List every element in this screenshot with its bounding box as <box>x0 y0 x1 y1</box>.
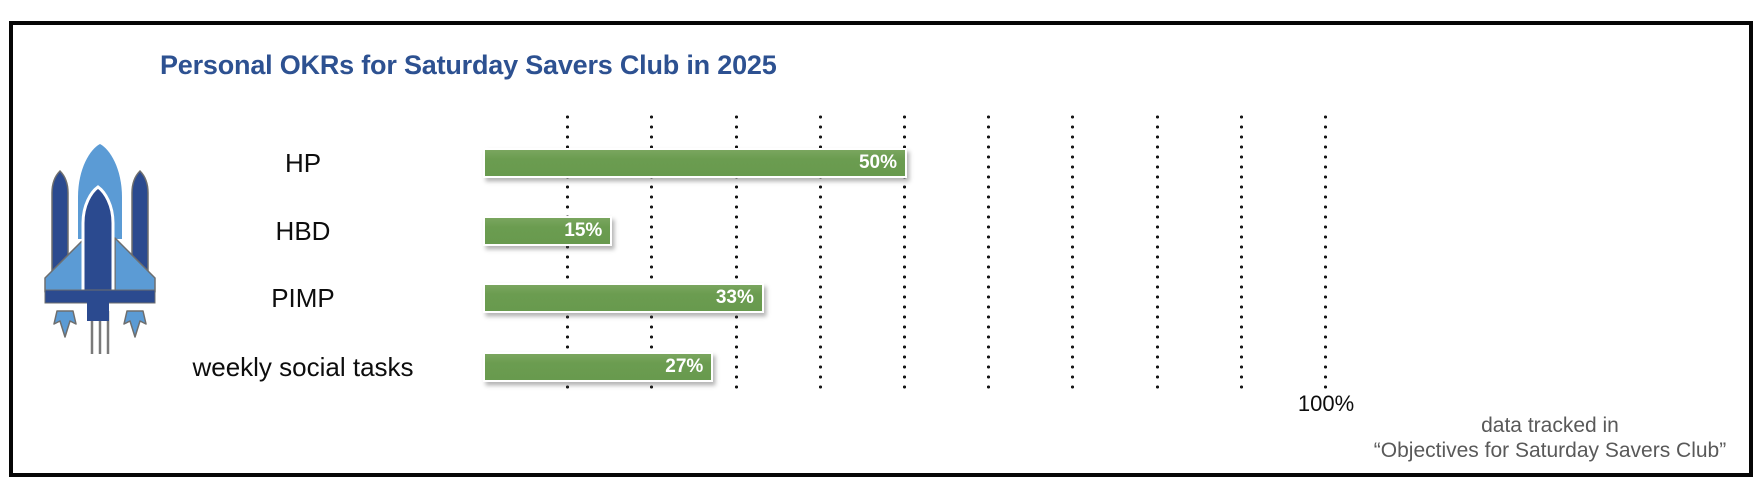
gridline-60pct <box>987 112 991 390</box>
shuttle-orbiter <box>81 185 115 302</box>
gridline-30pct <box>734 112 738 390</box>
shuttle-tail <box>87 301 109 321</box>
bar-weekly-social-tasks: 27% <box>483 352 714 382</box>
shuttle-booster-left <box>51 169 69 281</box>
bar-hp: 50% <box>483 148 907 178</box>
gridline-70pct <box>1071 112 1075 390</box>
category-label-weekly-social-tasks: weekly social tasks <box>192 352 414 382</box>
x-axis-tick-100: 100% <box>1297 391 1355 416</box>
gridline-10pct <box>566 112 570 390</box>
footnote-line1: data tracked in <box>1481 414 1619 437</box>
gridline-20pct <box>650 112 654 390</box>
shuttle-flame-right <box>123 310 147 338</box>
chart-title: Personal OKRs for Saturday Savers Club i… <box>160 50 777 80</box>
space-shuttle-icon <box>44 144 156 354</box>
gridline-50pct <box>903 112 906 390</box>
gridline-40pct <box>818 112 822 390</box>
bar-value-label-hbd: 15% <box>564 220 603 241</box>
gridline-80pct <box>1155 112 1159 390</box>
bar-value-label-hp: 50% <box>858 152 897 173</box>
gridline-90pct <box>1239 112 1243 390</box>
gridline-100pct <box>1324 112 1327 390</box>
footnote: data tracked in “Objectives for Saturday… <box>1350 413 1750 463</box>
bar-value-label-weekly-social-tasks: 27% <box>665 356 704 377</box>
footnote-line2: “Objectives for Saturday Savers Club” <box>1373 439 1727 462</box>
shuttle-flame-left <box>53 310 77 338</box>
bar-value-label-pimp: 33% <box>715 287 754 308</box>
shuttle-booster-right <box>131 169 149 281</box>
category-label-hbd: HBD <box>275 216 331 246</box>
bar-hbd: 15% <box>483 216 613 246</box>
category-label-hp: HP <box>284 148 322 178</box>
category-label-pimp: PIMP <box>271 283 335 313</box>
bar-pimp: 33% <box>483 283 764 313</box>
chart-frame <box>9 21 1753 477</box>
